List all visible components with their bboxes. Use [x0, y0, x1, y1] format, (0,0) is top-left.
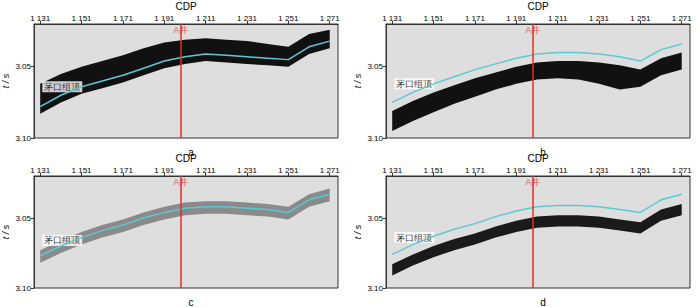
svg-text:1 211: 1 211 — [196, 14, 216, 23]
svg-text:1 131: 1 131 — [30, 14, 51, 23]
svg-text:3.10: 3.10 — [367, 284, 383, 293]
svg-text:t / s: t / s — [353, 224, 363, 239]
svg-text:CDP: CDP — [175, 152, 197, 164]
svg-text:1 191: 1 191 — [506, 166, 527, 175]
svg-text:1 131: 1 131 — [382, 14, 403, 23]
svg-text:1 131: 1 131 — [30, 166, 51, 175]
svg-text:d: d — [540, 297, 546, 307]
svg-text:1 191: 1 191 — [154, 166, 175, 175]
svg-text:a: a — [188, 147, 194, 158]
svg-text:1 231: 1 231 — [589, 166, 610, 175]
svg-text:1 151: 1 151 — [424, 14, 445, 23]
svg-text:茅口组顶: 茅口组顶 — [44, 235, 81, 246]
svg-text:3.05: 3.05 — [367, 62, 383, 71]
svg-text:1 191: 1 191 — [506, 14, 527, 23]
svg-text:1 271: 1 271 — [320, 14, 341, 23]
svg-text:1 271: 1 271 — [672, 14, 693, 23]
svg-text:b: b — [540, 147, 546, 158]
svg-text:茅口组顶: 茅口组顶 — [396, 78, 433, 89]
svg-text:1 251: 1 251 — [278, 166, 299, 175]
svg-text:1 231: 1 231 — [589, 14, 610, 23]
svg-text:1 131: 1 131 — [382, 166, 403, 175]
svg-text:A井: A井 — [525, 24, 541, 35]
svg-text:CDP: CDP — [527, 1, 548, 12]
svg-text:A井: A井 — [525, 176, 541, 187]
svg-text:3.10: 3.10 — [367, 134, 383, 143]
svg-text:1 151: 1 151 — [424, 166, 445, 175]
svg-text:3.05: 3.05 — [367, 214, 383, 223]
svg-text:t / s: t / s — [1, 73, 11, 88]
svg-text:1 151: 1 151 — [72, 166, 93, 175]
svg-text:茅口组顶: 茅口组顶 — [396, 233, 432, 243]
svg-text:1 271: 1 271 — [672, 166, 693, 175]
svg-text:A井: A井 — [173, 176, 189, 187]
svg-text:3.05: 3.05 — [15, 214, 31, 223]
svg-text:1 171: 1 171 — [113, 166, 134, 175]
svg-text:1 171: 1 171 — [465, 14, 486, 23]
svg-text:1 251: 1 251 — [278, 14, 299, 23]
svg-text:1 171: 1 171 — [113, 14, 134, 23]
svg-text:CDP: CDP — [175, 1, 196, 12]
svg-text:3.10: 3.10 — [15, 134, 31, 143]
svg-text:1 251: 1 251 — [630, 14, 651, 23]
svg-text:t / s: t / s — [1, 224, 11, 239]
svg-text:A井: A井 — [173, 24, 189, 35]
svg-text:1 171: 1 171 — [465, 166, 486, 175]
svg-text:1 151: 1 151 — [72, 14, 93, 23]
svg-text:1 231: 1 231 — [237, 14, 258, 23]
svg-text:t / s: t / s — [353, 73, 363, 88]
svg-text:c: c — [189, 297, 194, 307]
svg-text:1 211: 1 211 — [196, 166, 216, 175]
svg-text:3.10: 3.10 — [15, 284, 31, 293]
svg-text:1 211: 1 211 — [548, 14, 568, 23]
svg-text:CDP: CDP — [527, 152, 549, 164]
svg-text:1 231: 1 231 — [237, 166, 258, 175]
svg-text:茅口组顶: 茅口组顶 — [44, 81, 81, 92]
svg-text:1 251: 1 251 — [630, 166, 651, 175]
svg-text:1 191: 1 191 — [154, 14, 175, 23]
svg-text:1 271: 1 271 — [320, 166, 341, 175]
svg-text:1 211: 1 211 — [548, 166, 568, 175]
svg-text:3.05: 3.05 — [15, 62, 31, 71]
